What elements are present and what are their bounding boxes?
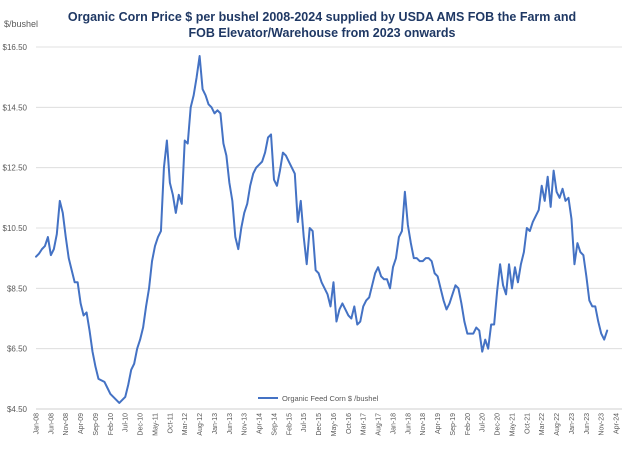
series-layer <box>35 55 609 404</box>
x-tick-label: May-21 <box>509 413 516 436</box>
x-tick-label: Apr-19 <box>435 413 442 434</box>
x-tick-label: Aug-12 <box>197 413 204 436</box>
x-tick-label: May-16 <box>331 413 338 436</box>
x-tick-label: Dec-10 <box>138 413 145 436</box>
x-tick-label: Jun-13 <box>227 413 234 435</box>
x-tick-label: Sep-09 <box>93 413 100 436</box>
x-tick-label: Feb-10 <box>108 413 115 435</box>
x-tick-label: Sep-19 <box>450 413 457 436</box>
x-tick-label: Oct-16 <box>346 413 353 434</box>
x-tick-label: Jul-10 <box>123 413 130 432</box>
x-tick-labels: Jan-08 Jun-08 Nov-08 Apr-09 Sep-09 Feb-10 Jul-… <box>34 413 621 436</box>
x-tick-label: Jul-15 <box>301 413 308 432</box>
x-tick-label: Dec-15 <box>316 413 323 436</box>
y-axis-label: $/bushel <box>4 19 38 29</box>
y-tick-labels: $4.50 $6.50 $8.50 $10.50 $12.50 $14.50 $16.50 <box>3 43 28 414</box>
x-tick-label: Mar-12 <box>182 413 189 435</box>
x-tick-label: Jun-18 <box>405 413 412 435</box>
legend-label: Organic Feed Corn $ /bushel <box>282 394 379 403</box>
x-tick-label: Aug-17 <box>376 413 383 436</box>
y-tick-label: $4.50 <box>7 405 28 414</box>
x-tick-label: Mar-17 <box>361 413 368 435</box>
x-tick-label: Nov-18 <box>420 413 427 436</box>
x-tick-label: Dec-20 <box>495 413 502 436</box>
x-tick-label: Nov-08 <box>63 413 70 436</box>
x-tick-label: Nov-13 <box>242 413 249 436</box>
x-tick-label: Mar-22 <box>539 413 546 435</box>
y-tick-label: $16.50 <box>3 43 28 52</box>
y-tick-label: $14.50 <box>3 103 28 112</box>
x-tick-label: Apr-09 <box>78 413 85 434</box>
x-tick-label: Feb-15 <box>286 413 293 435</box>
x-tick-label: Aug-22 <box>554 413 561 436</box>
y-tick-label: $8.50 <box>7 284 28 293</box>
chart-title-line-1: Organic Corn Price $ per bushel 2008-202… <box>68 10 576 24</box>
y-tick-label: $12.50 <box>3 164 28 173</box>
x-tick-label: Jun-08 <box>48 413 55 435</box>
x-tick-label: Jan-18 <box>390 413 397 435</box>
x-tick-label: Apr-14 <box>257 413 264 434</box>
y-tick-label: $6.50 <box>7 345 28 354</box>
x-tick-label: Oct-11 <box>167 413 174 434</box>
x-tick-label: Apr-24 <box>614 413 621 434</box>
x-tick-label: Jan-13 <box>212 413 219 435</box>
x-tick-label: Jan-23 <box>569 413 576 435</box>
x-tick-label: May-11 <box>152 413 159 436</box>
chart-title-line-2: FOB Elevator/Warehouse from 2023 onwards <box>189 26 456 40</box>
series-line <box>35 55 609 404</box>
x-tick-label: Sep-14 <box>271 413 278 436</box>
x-tick-label: Jan-08 <box>34 413 41 435</box>
y-tick-label: $10.50 <box>3 224 28 233</box>
x-tick-label: Oct-21 <box>524 413 531 434</box>
legend: Organic Feed Corn $ /bushel <box>258 394 379 403</box>
gridlines <box>36 46 622 410</box>
x-tick-label: Jun-23 <box>584 413 591 435</box>
x-tick-label: Feb-20 <box>465 413 472 435</box>
x-tick-label: Jul-20 <box>480 413 487 432</box>
x-tick-label: Nov-23 <box>599 413 606 436</box>
